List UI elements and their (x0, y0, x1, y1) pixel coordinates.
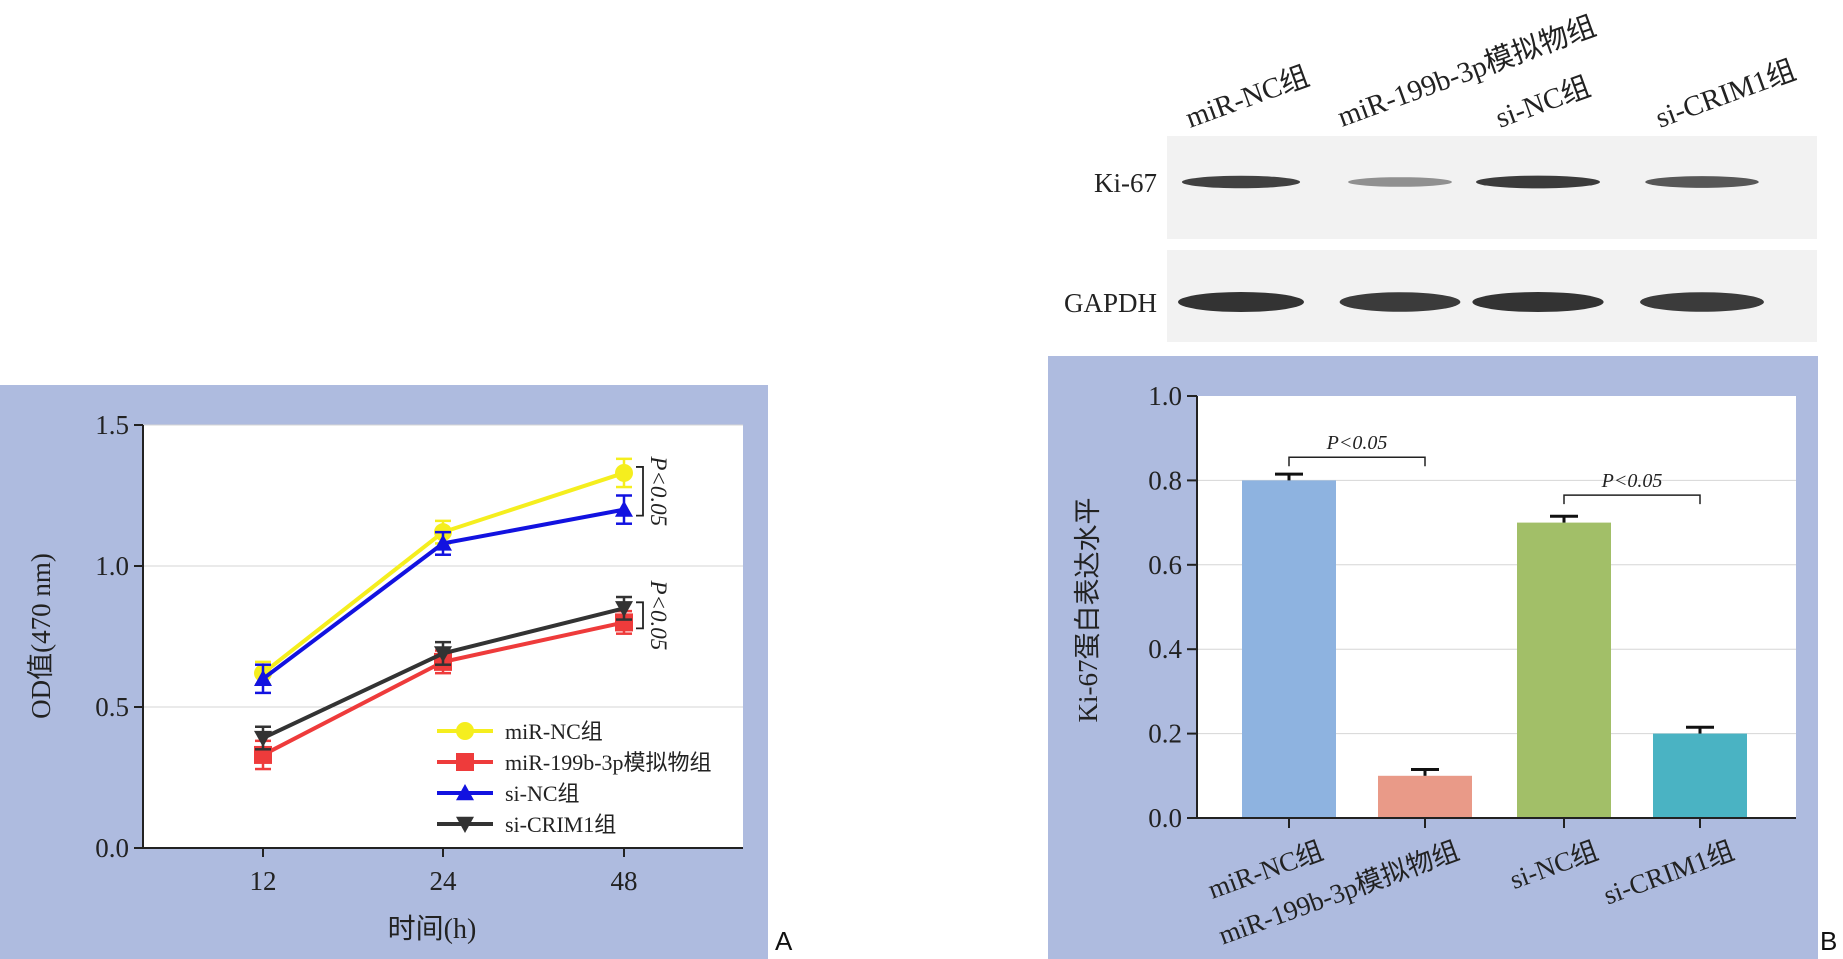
panel-a-x-tick-label: 48 (611, 866, 638, 896)
panel-a-marker-circle (615, 463, 633, 482)
panel-b-bar-chart: 0.00.20.40.60.81.0 P<0.05P<0.05 miR-NC组m… (1048, 356, 1818, 959)
panel-a-marker-square (456, 753, 474, 771)
panel-a-marker-triangle-down (254, 730, 272, 748)
panel-b-y-tick-label: 0.0 (1148, 803, 1182, 833)
panel-a-marker-triangle-up (434, 534, 452, 551)
blot-band-gapdh (1472, 292, 1604, 312)
panel-b-y-tick-label: 0.6 (1148, 550, 1182, 580)
blot-lane-header: si-CRIM1组 (1651, 53, 1800, 134)
panel-a-x-tick-label: 12 (250, 866, 277, 896)
panel-a-letter: A (775, 926, 793, 956)
panel-a-marker-square (615, 613, 633, 632)
panel-a-marker-triangle-down (456, 816, 474, 833)
panel-a-series-3 (254, 595, 633, 751)
panel-a-x-tick-label: 24 (430, 866, 458, 896)
panel-a-marker-triangle-up (456, 784, 474, 801)
panel-a-y-axis-label: OD值(470 nm) (26, 553, 56, 719)
blot-band-ki67 (1348, 177, 1452, 187)
panel-a-legend-label: miR-199b-3p模拟物组 (505, 750, 712, 775)
blot-lane-header: miR-NC组 (1181, 59, 1313, 134)
panel-a-y-tick-label: 1.5 (95, 410, 129, 440)
panel-a-marker-triangle-up (615, 500, 633, 517)
panel-b-bar-2 (1517, 522, 1611, 818)
panel-b-significance-label: P<0.05 (1326, 432, 1388, 454)
panel-b-significance-bracket (1563, 494, 1701, 505)
panel-a-significance-label: P<0.05 (646, 455, 671, 526)
panel-b-y-axis-label: Ki-67蛋白表达水平 (1073, 498, 1103, 723)
panel-a-legend-label: miR-NC组 (505, 719, 603, 744)
panel-b-significance-bracket (1288, 456, 1426, 467)
panel-b-bar-1 (1378, 775, 1472, 818)
panel-a-significance-bracket (636, 466, 644, 517)
panel-a-legend-item-3: si-CRIM1组 (437, 812, 616, 837)
panel-a-marker-circle (456, 722, 474, 740)
panel-a-marker-triangle-down (615, 601, 633, 618)
panel-a-legend-item-1: miR-199b-3p模拟物组 (437, 750, 712, 775)
blot-band-gapdh (1339, 292, 1461, 312)
panel-a-series-2 (254, 494, 633, 695)
panel-a-marker-triangle-down (434, 646, 452, 663)
panel-a-marker-triangle-up (254, 669, 272, 686)
panel-b-y-tick-label: 1.0 (1148, 381, 1182, 411)
blot-band-ki67 (1645, 176, 1759, 188)
blot-band-gapdh (1178, 292, 1304, 312)
panel-a-significance-label: P<0.05 (646, 579, 671, 650)
panel-b-significance-label: P<0.05 (1601, 470, 1663, 492)
panel-a-y-tick-label: 0.0 (95, 833, 129, 863)
blot-band-ki67 (1181, 175, 1301, 189)
panel-b-y-tick-label: 0.4 (1148, 634, 1182, 664)
panel-b-bar-0 (1242, 480, 1336, 818)
panel-a-legend-label: si-NC组 (505, 781, 580, 806)
panel-a-y-tick-label: 1.0 (95, 551, 129, 581)
panel-a-significance-bracket (636, 601, 644, 630)
panel-a-legend-item-0: miR-NC组 (437, 719, 603, 744)
panel-b-y-tick-label: 0.8 (1148, 465, 1182, 495)
panel-a-legend-label: si-CRIM1组 (505, 812, 616, 837)
blot-row-label-ki67: Ki-67 (1094, 168, 1157, 198)
panel-a-y-tick-label: 0.5 (95, 692, 129, 722)
blot-lane-header: miR-199b-3p模拟物组 (1333, 9, 1600, 133)
panel-b-y-tick-label: 0.2 (1148, 719, 1182, 749)
blot-band-gapdh (1640, 292, 1764, 312)
panel-b-letter: B (1820, 926, 1837, 956)
panel-a-x-axis-label: 时间(h) (388, 913, 477, 945)
panel-b-bar-3 (1653, 733, 1747, 818)
blot-band-ki67 (1475, 175, 1601, 189)
panel-a-line-chart: 0.0 0.5 1.0 1.5 12 24 48 P<0.05 P<0.05 miR-NC组 m… (0, 385, 768, 959)
panel-a-legend-item-2: si-NC组 (437, 781, 580, 806)
blot-lane-header: si-NC组 (1491, 70, 1595, 135)
blot-row-label-gapdh: GAPDH (1064, 288, 1157, 318)
